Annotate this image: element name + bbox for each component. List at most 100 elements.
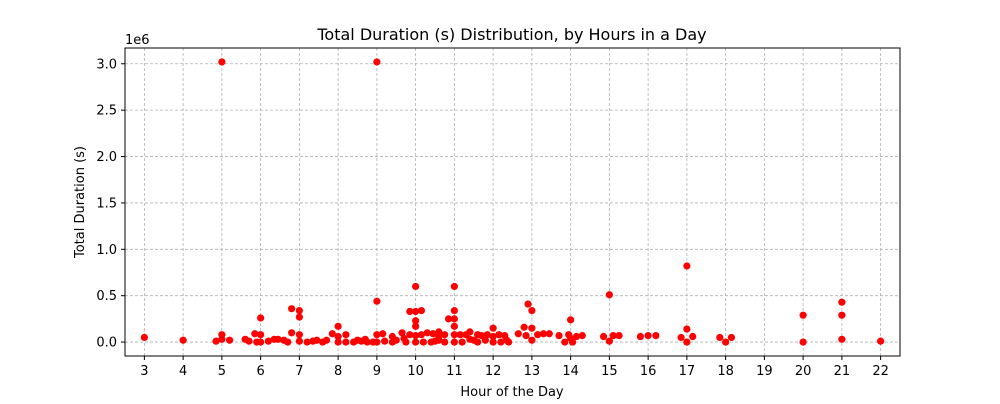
scatter-point (417, 306, 426, 315)
scatter-point (838, 298, 846, 306)
scatter-point (373, 331, 381, 339)
scatter-point (683, 338, 691, 346)
x-tick-label: 3 (140, 364, 148, 379)
scatter-point (435, 336, 443, 344)
scatter-point (212, 337, 220, 345)
x-tick-label: 6 (256, 364, 264, 379)
scatter-point (450, 315, 458, 323)
scatter-point (716, 333, 724, 342)
scatter-point (328, 330, 336, 338)
scatter-point (381, 337, 389, 345)
x-tick-label: 11 (446, 364, 463, 379)
scatter-point (423, 329, 431, 337)
scatter-point (412, 331, 420, 340)
scatter-point (528, 306, 536, 315)
scatter-point (483, 331, 491, 339)
scatter-point (578, 331, 586, 340)
x-tick-label: 22 (872, 364, 889, 379)
scatter-point (417, 331, 426, 339)
data-points (140, 58, 885, 346)
x-tick-label: 7 (295, 364, 303, 379)
scatter-point (799, 338, 807, 346)
scatter-point (555, 331, 563, 340)
y-tick-label: 1.0 (96, 243, 117, 258)
scatter-point (450, 282, 458, 291)
scatter-point (373, 297, 381, 305)
scatter-point (481, 336, 489, 344)
scatter-point (605, 291, 613, 299)
scatter-point (412, 282, 420, 291)
scatter-point (342, 338, 350, 346)
scatter-point (524, 300, 532, 308)
scatter-point (406, 307, 414, 316)
scatter-point (295, 331, 303, 339)
y-axis-offset-label: 1e6 (125, 33, 150, 48)
scatter-point (838, 335, 846, 343)
x-tick-label: 20 (795, 364, 812, 379)
scatter-point (363, 338, 371, 346)
scatter-point (284, 338, 292, 346)
x-axis-ticks: 3 4 5 6 7 8 9 10 11 12 13 14 15 16 17 18 19 20 21 22 (140, 356, 889, 379)
scatter-point (528, 324, 536, 332)
scatter-point (677, 333, 685, 342)
scatter-point (218, 335, 226, 343)
scatter-point (489, 324, 497, 332)
scatter-point (444, 315, 453, 323)
scatter-point (567, 316, 575, 324)
scatter-point (450, 322, 458, 330)
scatter-point (429, 330, 437, 338)
plot-frame (124, 47, 901, 357)
scatter-point (450, 338, 458, 346)
x-tick-label: 19 (756, 364, 773, 379)
scatter-point (373, 338, 381, 346)
scatter-point (398, 329, 406, 337)
x-tick-label: 4 (179, 364, 187, 379)
scatter-point (539, 330, 548, 338)
scatter-point (652, 331, 660, 340)
scatter-point (599, 332, 608, 341)
scatter-point (334, 338, 342, 346)
scatter-point (303, 338, 311, 346)
scatter-point (572, 332, 581, 341)
scatter-point (245, 337, 253, 345)
scatter-point (456, 331, 464, 339)
scatter-point (458, 338, 466, 346)
y-tick-label: 3.0 (96, 57, 117, 72)
scatter-point (412, 322, 420, 330)
scatter-point (561, 338, 569, 346)
scatter-point (379, 330, 387, 338)
scatter-point (251, 330, 259, 338)
scatter-point (609, 331, 617, 340)
x-tick-label: 5 (218, 364, 226, 379)
scatter-point (495, 331, 503, 339)
scatter-point (683, 325, 691, 333)
scatter-point (295, 306, 303, 315)
scatter-point (412, 307, 420, 316)
x-tick-label: 10 (407, 364, 424, 379)
y-tick-label: 1.5 (96, 196, 117, 211)
x-tick-label: 9 (373, 364, 381, 379)
x-tick-label: 16 (640, 364, 657, 379)
scatter-point (799, 311, 807, 319)
scatter-point (140, 333, 148, 342)
scatter-point (545, 330, 553, 338)
scatter-point (373, 58, 381, 66)
scatter-point (402, 338, 410, 346)
scatter-point (644, 331, 652, 340)
scatter-point (179, 336, 187, 344)
scatter-point (257, 331, 265, 339)
y-axis-label: Total Duration (s) (73, 146, 88, 259)
scatter-point (441, 338, 449, 346)
scatter-point (489, 332, 497, 341)
scatter-point (295, 337, 303, 345)
scatter-point (505, 338, 513, 346)
x-axis-label: Hour of the Day (460, 385, 564, 400)
scatter-point (288, 329, 296, 337)
scatter-point (419, 338, 427, 346)
scatter-point (264, 337, 272, 345)
scatter-point (636, 332, 644, 341)
scatter-point (295, 313, 303, 321)
scatter-point (514, 330, 522, 338)
